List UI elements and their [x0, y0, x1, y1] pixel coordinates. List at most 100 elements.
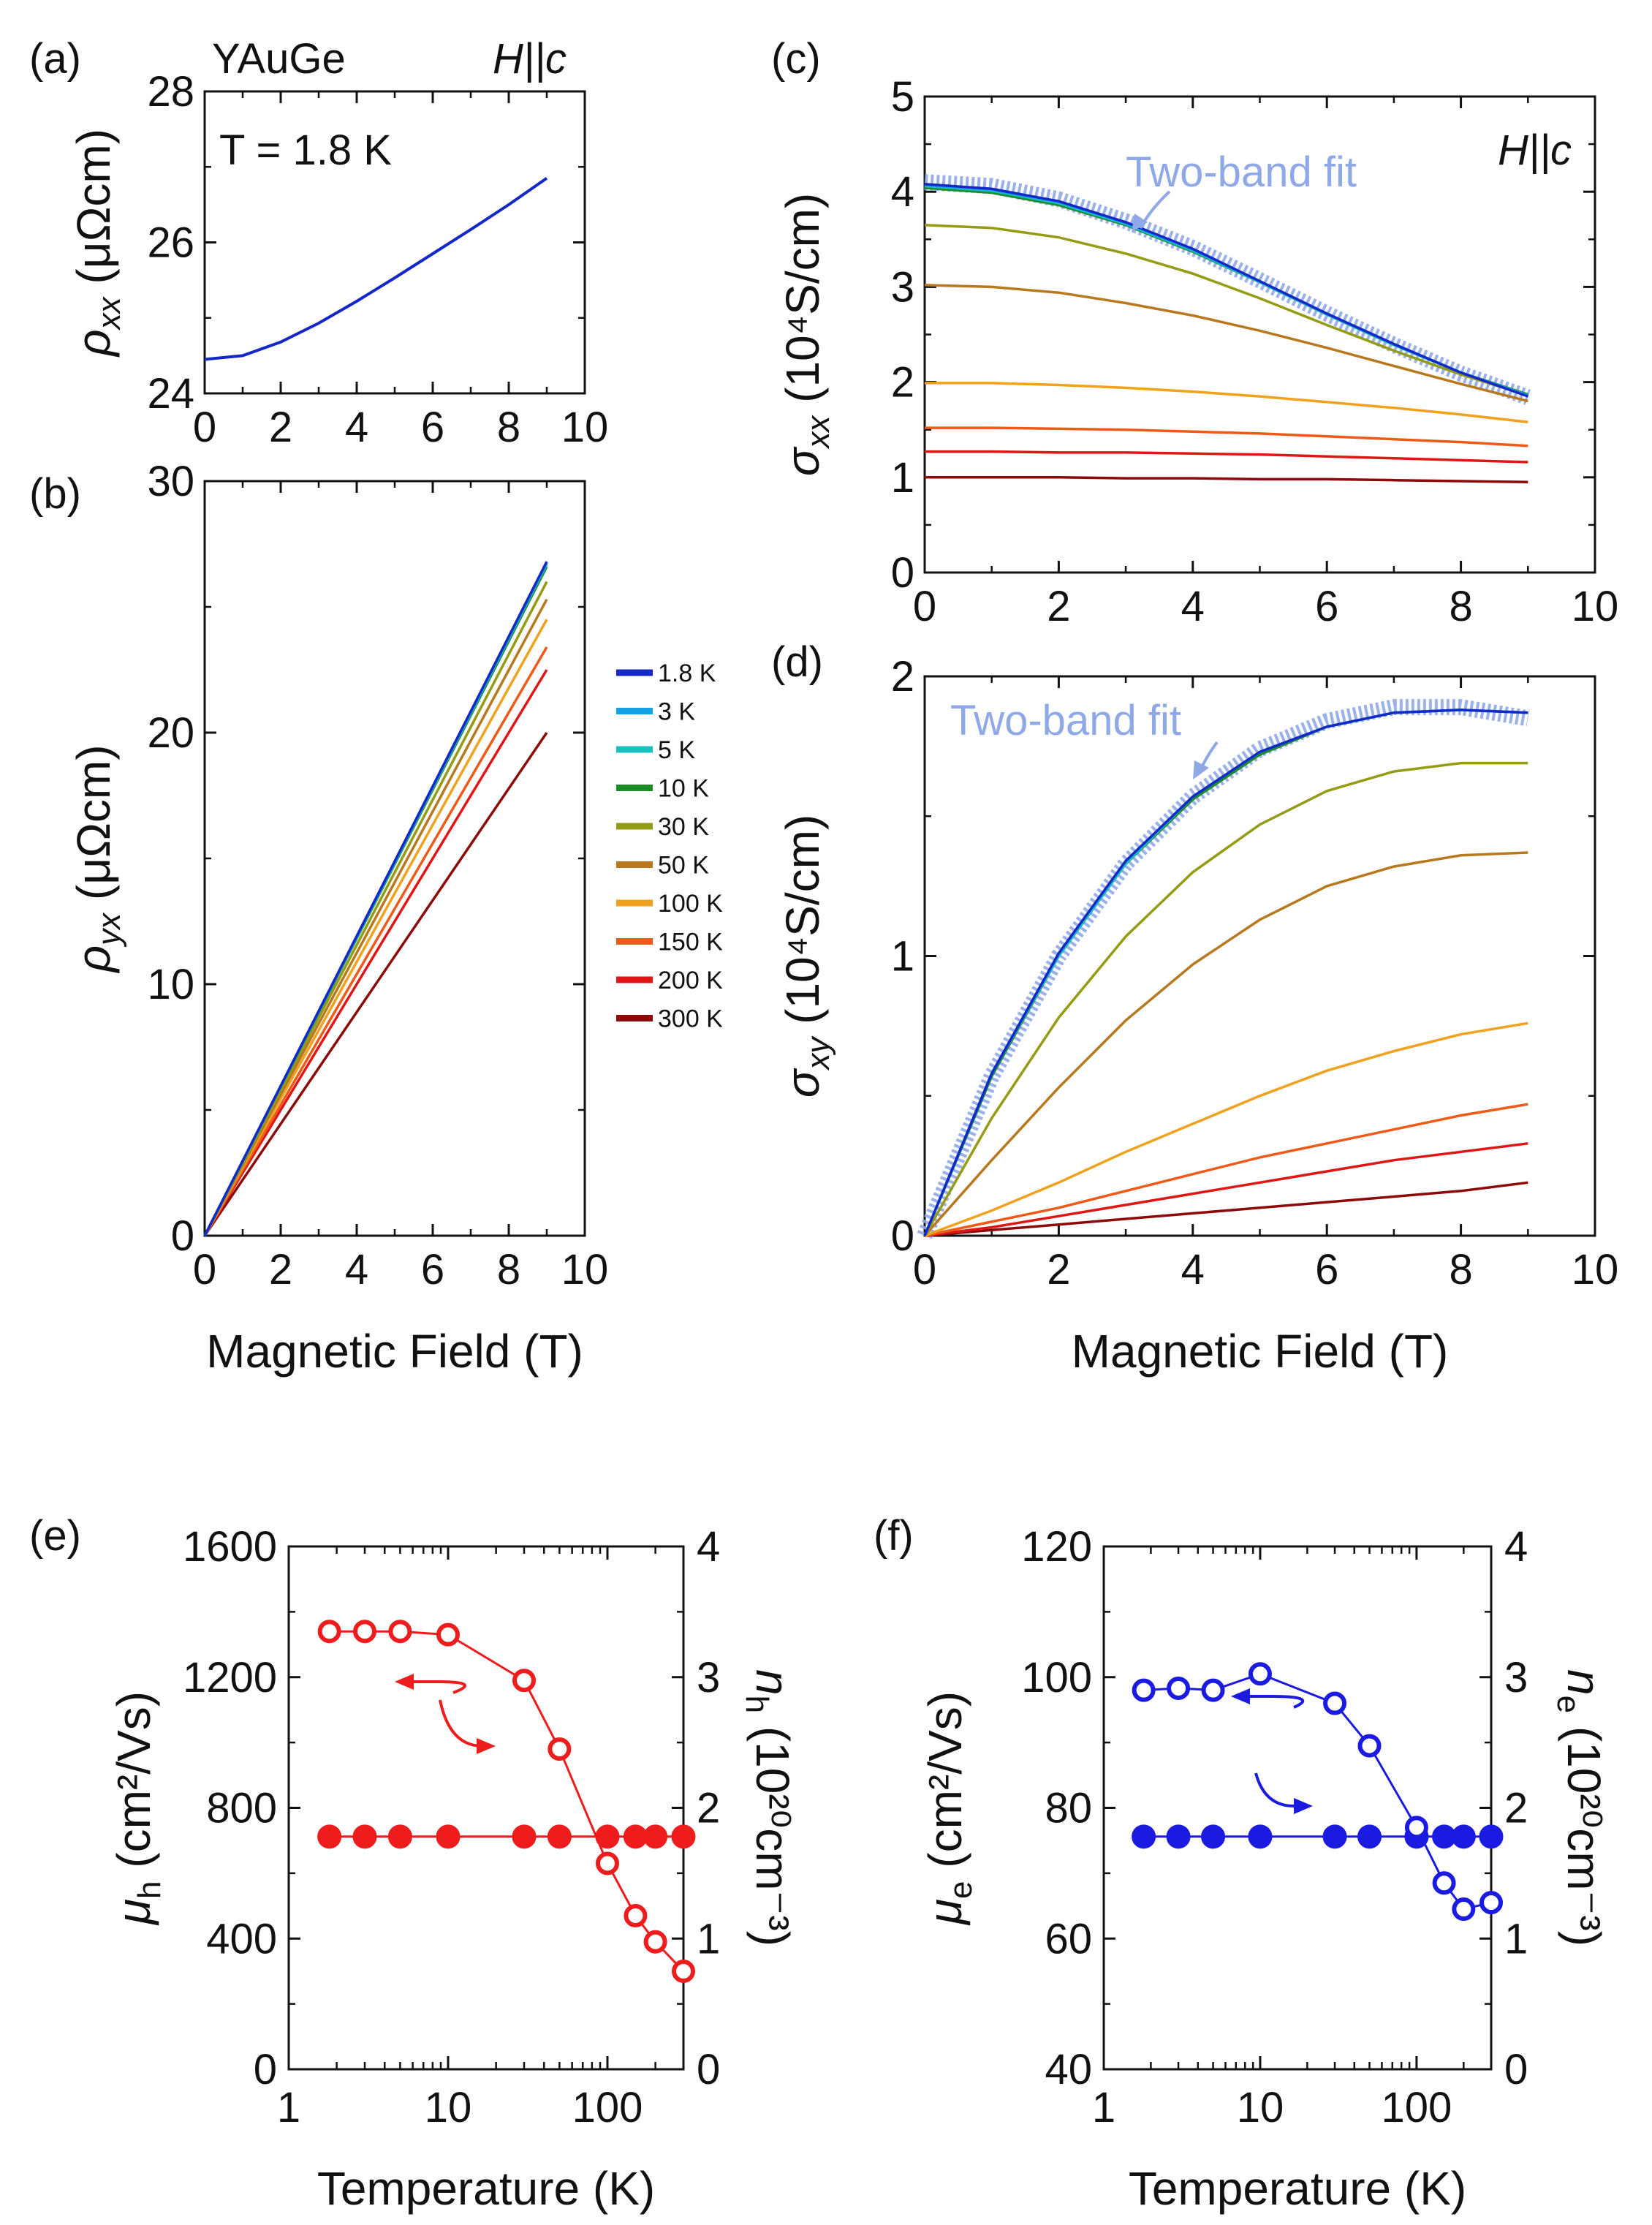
x-axis-label: Temperature (K) [317, 2162, 655, 2215]
y-tick-label: 0 [171, 1212, 194, 1260]
density-arrow-head [477, 1738, 496, 1754]
mobility-marker [547, 1737, 572, 1761]
density-marker [1479, 1824, 1504, 1849]
density-marker [1166, 1824, 1191, 1849]
density-marker [352, 1824, 377, 1849]
density-marker [1322, 1824, 1347, 1849]
series-line-1.8K [923, 709, 1528, 1236]
y-tick-label: 40 [1045, 2046, 1092, 2093]
y-tick-label: 30 [147, 458, 194, 505]
x-tick-label: 1 [277, 2084, 300, 2131]
legend-label: 3 K [658, 698, 695, 726]
x-tick-label: 1 [1092, 2084, 1115, 2131]
x-tick-label: 8 [1449, 583, 1472, 630]
density-marker [623, 1824, 648, 1849]
fit-arrow-head [1193, 760, 1209, 779]
series-line-100K [203, 619, 548, 1236]
legend-label: 100 K [658, 890, 723, 918]
x-tick-label: 4 [345, 404, 368, 451]
y-tick-label: 4 [891, 168, 914, 216]
mobility-marker [1323, 1691, 1347, 1715]
mobility-marker [388, 1620, 412, 1644]
mobility-marker [1357, 1734, 1382, 1758]
y-axis-label: μe (cm²/Vs) [919, 1691, 979, 1926]
series-line-300K [924, 1181, 1528, 1237]
density-marker [1132, 1824, 1156, 1849]
y-tick-label: 100 [1021, 1654, 1092, 1701]
y-tick-label: 120 [1021, 1523, 1092, 1571]
x-tick-label: 8 [497, 1246, 520, 1293]
mobility-arrow-head [1231, 1688, 1250, 1704]
x-tick-label: 0 [193, 1246, 216, 1293]
series-line-3K [923, 709, 1528, 1236]
y-right-tick-label: 4 [697, 1523, 720, 1571]
panel-label: (e) [29, 1512, 81, 1560]
panel-label: (c) [771, 35, 821, 83]
density-marker [547, 1824, 572, 1849]
mobility-marker [317, 1620, 341, 1644]
mobility-marker [1248, 1662, 1272, 1686]
x-tick-label: 6 [1315, 1246, 1338, 1293]
legend-label: 50 K [658, 852, 709, 880]
mobility-marker [672, 1959, 695, 1983]
mobility-marker [1479, 1891, 1503, 1915]
mobility-marker [1201, 1678, 1225, 1702]
fit-curve [917, 699, 1530, 1239]
field-direction: H||c [1498, 126, 1572, 174]
x-axis-label: Temperature (K) [1129, 2162, 1466, 2215]
sample-name: YAuGe [212, 35, 346, 83]
x-tick-label: 10 [425, 2084, 472, 2131]
series-line-150K [924, 1103, 1528, 1237]
x-tick-label: 6 [1315, 583, 1338, 630]
series-line-150K [925, 426, 1528, 447]
legend-label: 150 K [658, 929, 723, 956]
plot-frame [287, 1545, 685, 2071]
legend-label: 30 K [658, 813, 709, 841]
y-tick-label: 0 [891, 549, 914, 597]
y-tick-label: 20 [147, 709, 194, 757]
panel-b: 0 2 4 6 8 10 0 10 20 30 (b) ρyx (μΩcm) Magnetic Fiel… [29, 458, 608, 1378]
y-right-tick-label: 0 [1504, 2046, 1528, 2093]
x-tick-label: 10 [561, 1246, 609, 1293]
y-tick-label: 28 [147, 68, 194, 116]
density-marker [436, 1824, 461, 1849]
x-tick-label: 0 [193, 404, 216, 451]
mobility-marker [436, 1623, 460, 1647]
series-line-50K [923, 851, 1528, 1237]
y-right-tick-label: 3 [697, 1654, 720, 1701]
density-marker [387, 1824, 412, 1849]
y-right-tick-label: 0 [697, 2046, 720, 2093]
field-direction: H||c [493, 35, 567, 83]
legend-label: 1.8 K [658, 660, 716, 687]
legend-label: 200 K [658, 967, 723, 994]
y-tick-label: 1 [891, 454, 914, 502]
y-right-tick-label: 3 [1504, 1654, 1528, 1701]
y-right-tick-label: 2 [1504, 1785, 1528, 1832]
panel-d: 0 2 4 6 8 10 0 1 2 (d) Two-band fit σxy (10⁴S/cm) Ma… [771, 638, 1618, 1378]
y-right-tick-label: 4 [1504, 1523, 1528, 1571]
panel-f: 1 10 100 40 60 80 100 120 0 1 2 3 4 (f) Temperature (K… [874, 1512, 1610, 2215]
mobility-arrow-head [395, 1674, 414, 1690]
temperature-legend: 1.8 K 3 K 5 K 10 K 30 K 50 K 100 K 150 K 200 K 30… [616, 660, 723, 1033]
x-tick-label: 0 [913, 1246, 936, 1293]
density-marker [317, 1824, 342, 1849]
y-axis-label: σxx (10⁴S/cm) [776, 193, 836, 476]
series-line-5K [924, 184, 1528, 397]
mobility-marker [512, 1669, 537, 1693]
density-marker [1451, 1824, 1476, 1849]
y-right-tick-label: 1 [1504, 1915, 1528, 1963]
y-tick-label: 400 [206, 1915, 277, 1963]
x-tick-label: 4 [1181, 583, 1205, 630]
series-line-30K [923, 761, 1528, 1236]
mobility-marker [1452, 1897, 1476, 1922]
y-tick-label: 10 [147, 961, 194, 1008]
density-marker [512, 1824, 537, 1849]
y-tick-label: 3 [891, 263, 914, 311]
series-line-100K [925, 382, 1528, 424]
y-tick-label: 24 [147, 370, 194, 418]
x-tick-label: 8 [497, 404, 520, 451]
y-right-tick-label: 2 [697, 1785, 720, 1832]
density-arrow [439, 1699, 491, 1748]
legend-label: 10 K [658, 775, 709, 803]
